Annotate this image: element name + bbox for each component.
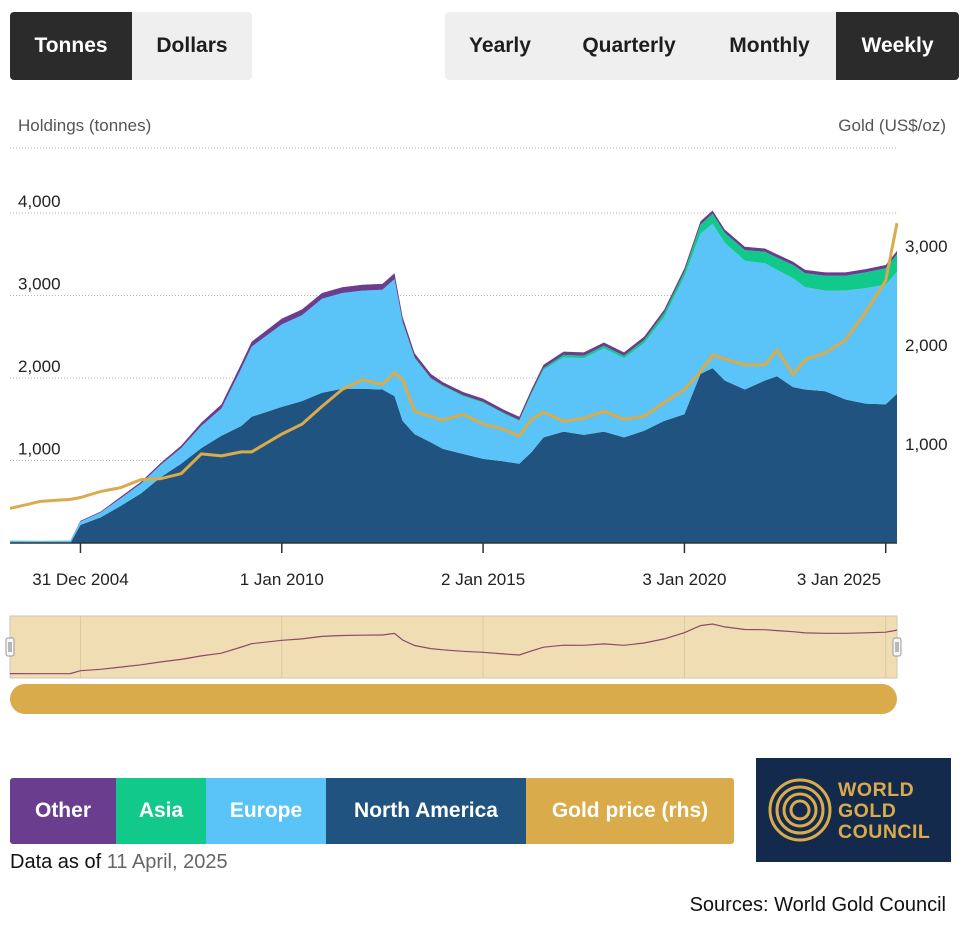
y-right-axis-title: Gold (US$/oz) bbox=[838, 116, 946, 135]
data-as-of: Data as of 11 April, 2025 bbox=[10, 851, 228, 874]
legend-item-asia[interactable]: Asia bbox=[116, 778, 206, 844]
legend-item-europe[interactable]: Europe bbox=[206, 778, 326, 844]
quarterly-button[interactable]: Quarterly bbox=[582, 34, 676, 57]
y-left-axis-title: Holdings (tonnes) bbox=[18, 116, 152, 135]
y-right-tick-label: 2,000 bbox=[905, 336, 948, 355]
y-left-tick-label: 4,000 bbox=[18, 192, 61, 211]
y-left-tick-label: 1,000 bbox=[18, 440, 61, 459]
y-right-tick-label: 1,000 bbox=[905, 435, 948, 454]
x-tick-label: 1 Jan 2010 bbox=[240, 570, 324, 589]
navigator-background bbox=[9, 615, 898, 679]
x-tick-label: 3 Jan 2020 bbox=[642, 570, 726, 589]
navigator-right-handle[interactable] bbox=[892, 637, 902, 657]
yearly-button[interactable]: Yearly bbox=[469, 34, 531, 57]
logo-wordmark: WORLD GOLD COUNCIL bbox=[838, 780, 930, 843]
world-gold-council-logo: WORLD GOLD COUNCIL bbox=[756, 758, 951, 862]
y-left-tick-label: 2,000 bbox=[18, 357, 61, 376]
logo-line: COUNCIL bbox=[838, 821, 931, 843]
navigator-scrollbar[interactable] bbox=[10, 684, 897, 714]
frequency-toggle: Yearly Quarterly Monthly Weekly bbox=[445, 12, 959, 80]
data-as-of-prefix: Data as of bbox=[10, 851, 102, 873]
area-europe bbox=[10, 223, 897, 543]
navigator-left-handle[interactable] bbox=[5, 637, 15, 657]
x-tick-label: 31 Dec 2004 bbox=[32, 570, 128, 589]
unit-toggle: Tonnes Dollars bbox=[10, 12, 252, 80]
logo-line: WORLD bbox=[838, 779, 915, 801]
holdings-chart: 31 Dec 2004 1 Jan 2010 2 Jan 2015 3 Jan 202… bbox=[9, 147, 948, 589]
x-tick-label: 3 Jan 2025 bbox=[797, 570, 881, 589]
legend-item-north-america[interactable]: North America bbox=[326, 778, 526, 844]
x-tick-label: 2 Jan 2015 bbox=[441, 570, 525, 589]
legend-item-other[interactable]: Other bbox=[10, 778, 116, 844]
y-left-tick-label: 3,000 bbox=[18, 275, 61, 294]
data-as-of-date: 11 April, 2025 bbox=[106, 851, 228, 873]
sources-note: Sources: World Gold Council bbox=[689, 894, 946, 916]
weekly-button[interactable]: Weekly bbox=[836, 12, 959, 80]
gold-price-line bbox=[9, 222, 899, 510]
chart-legend: Other Asia Europe North America Gold pri… bbox=[10, 778, 734, 844]
range-navigator[interactable] bbox=[0, 610, 964, 720]
legend-item-gold-price[interactable]: Gold price (rhs) bbox=[526, 778, 734, 844]
logo-line: GOLD bbox=[838, 800, 897, 822]
concentric-rings-icon bbox=[768, 778, 832, 842]
y-right-tick-label: 3,000 bbox=[905, 237, 948, 256]
navigator-series-line bbox=[9, 623, 898, 675]
area-north-america bbox=[10, 368, 897, 543]
dollars-button[interactable]: Dollars bbox=[156, 34, 228, 57]
tonnes-button[interactable]: Tonnes bbox=[10, 12, 132, 80]
monthly-button[interactable]: Monthly bbox=[729, 34, 810, 57]
